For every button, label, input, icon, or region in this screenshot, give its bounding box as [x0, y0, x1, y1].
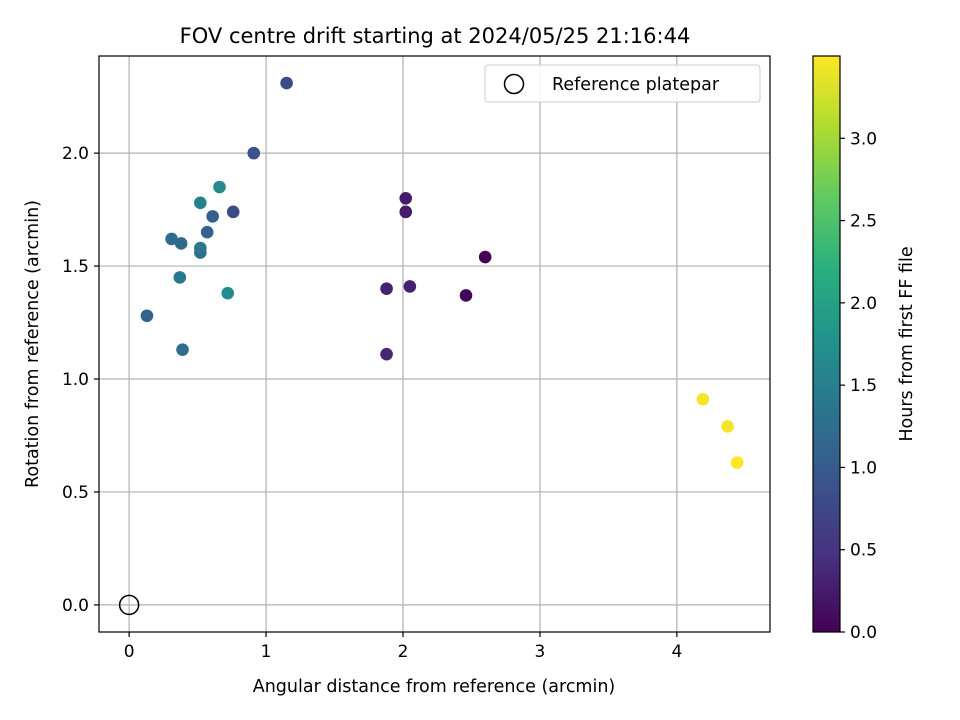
x-tick-label: 4: [671, 642, 682, 662]
data-point: [380, 347, 393, 361]
colorbar-tick-label: 2.0: [850, 294, 877, 314]
colorbar-tick-label: 1.0: [850, 458, 877, 478]
data-point: [226, 205, 240, 219]
x-tick-label: 1: [261, 642, 272, 662]
y-tick-label: 2.0: [62, 144, 89, 164]
data-point: [730, 456, 744, 469]
data-point: [200, 225, 214, 239]
colorbar-gradient: [812, 55, 841, 633]
y-tick-label: 0.0: [62, 596, 89, 616]
legend: Reference platepar: [484, 64, 761, 103]
data-point: [399, 205, 413, 219]
data-point: [173, 271, 187, 284]
y-axis-label: Rotation from reference (arcmin): [23, 200, 43, 488]
data-point: [380, 282, 393, 295]
legend-label-reference: Reference platepar: [552, 75, 720, 95]
data-point: [459, 289, 473, 302]
x-tick-label: 2: [398, 642, 409, 662]
data-point: [206, 210, 219, 223]
colorbar-tick-label: 1.5: [850, 376, 877, 396]
y-tick-label: 0.5: [62, 483, 89, 503]
x-tick-label: 3: [535, 642, 546, 662]
data-point: [213, 180, 226, 194]
data-point: [165, 232, 178, 246]
legend-box: [484, 64, 761, 103]
chart-title: FOV centre drift starting at 2024/05/25 …: [180, 24, 691, 48]
data-point: [403, 280, 417, 293]
data-point: [696, 393, 710, 406]
data-point: [221, 286, 235, 300]
scatter-points: [140, 76, 744, 469]
legend-marker-reference: [503, 73, 525, 95]
data-point: [194, 241, 207, 255]
colorbar: 0.0 0.5 1.0 1.5 2.0 2.5 3.0 Hours from first F…: [812, 55, 917, 643]
colorbar-label: Hours from first FF file: [897, 246, 917, 441]
reference-point: [118, 594, 140, 616]
colorbar-tick-label: 0.5: [850, 541, 877, 561]
plot-area: 0 1 2 3 4 0.0 0.5 1.0 1.5 2.0: [62, 55, 771, 662]
data-point: [399, 192, 413, 205]
data-point: [140, 309, 154, 323]
data-point: [174, 237, 188, 250]
y-axis-ticks: 0.0 0.5 1.0 1.5 2.0: [62, 144, 99, 616]
colorbar-ticks: 0.0 0.5 1.0 1.5 2.0 2.5 3.0: [840, 129, 877, 643]
grid: [99, 56, 770, 632]
x-axis-ticks: 0 1 2 3 4: [124, 632, 682, 662]
data-point: [247, 146, 261, 160]
data-point: [176, 343, 189, 356]
data-point: [478, 250, 492, 264]
y-tick-label: 1.0: [62, 370, 89, 390]
data-point: [194, 196, 207, 210]
colorbar-tick-label: 3.0: [850, 129, 877, 149]
x-axis-label: Angular distance from reference (arcmin): [253, 677, 616, 697]
data-point: [280, 76, 293, 90]
plot-frame: [98, 55, 771, 633]
x-tick-label: 0: [124, 642, 135, 662]
colorbar-tick-label: 2.5: [850, 212, 877, 232]
colorbar-tick-label: 0.0: [850, 623, 877, 643]
y-tick-label: 1.5: [62, 257, 89, 277]
data-point: [721, 420, 734, 433]
